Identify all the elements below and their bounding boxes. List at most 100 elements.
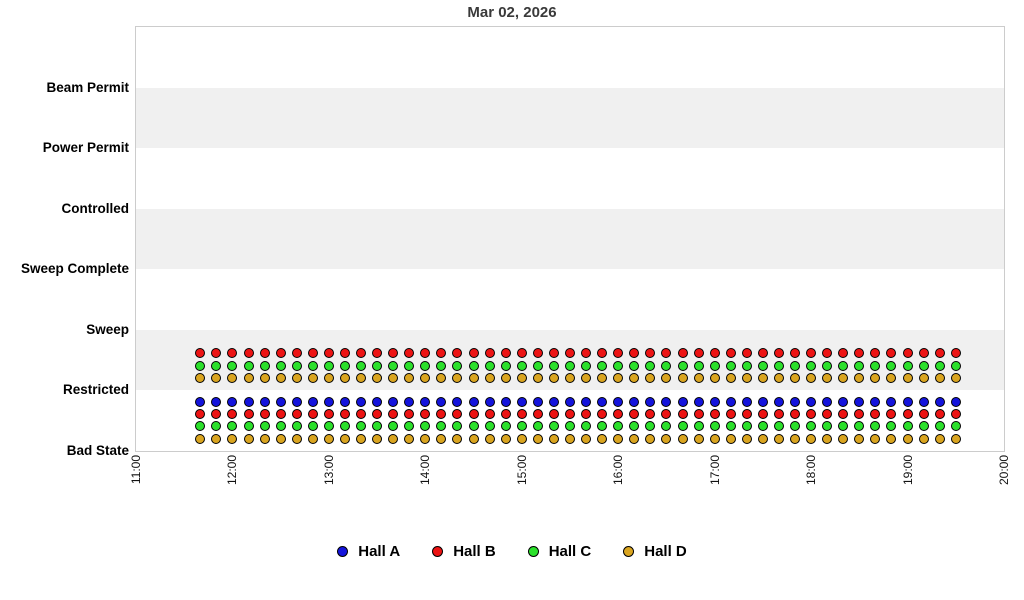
- legend-item: Hall B: [432, 543, 496, 560]
- data-point: [243, 408, 254, 419]
- data-point: [822, 373, 833, 384]
- data-point: [950, 433, 961, 444]
- data-point: [275, 360, 286, 371]
- data-point: [806, 373, 817, 384]
- data-point: [934, 360, 945, 371]
- data-point: [468, 408, 479, 419]
- data-point: [886, 373, 897, 384]
- data-point: [918, 408, 929, 419]
- data-point: [629, 421, 640, 432]
- data-point: [918, 348, 929, 359]
- data-point: [854, 396, 865, 407]
- y-axis-label: Controlled: [61, 200, 130, 216]
- legend-label: Hall A: [358, 543, 401, 560]
- data-point: [645, 360, 656, 371]
- data-point: [211, 408, 222, 419]
- data-point: [806, 421, 817, 432]
- x-axis-tick-label: 12:00: [225, 455, 240, 486]
- data-point: [452, 348, 463, 359]
- data-point: [822, 408, 833, 419]
- data-point: [404, 396, 415, 407]
- data-point: [291, 396, 302, 407]
- data-point: [581, 421, 592, 432]
- data-point: [339, 433, 350, 444]
- data-point: [709, 433, 720, 444]
- data-point: [838, 360, 849, 371]
- data-point: [227, 421, 238, 432]
- data-point: [291, 408, 302, 419]
- plot-inner: [136, 27, 1004, 451]
- data-point: [613, 373, 624, 384]
- data-point: [388, 348, 399, 359]
- data-point: [613, 421, 624, 432]
- data-point: [516, 421, 527, 432]
- data-point: [902, 360, 913, 371]
- data-point: [211, 373, 222, 384]
- data-point: [886, 348, 897, 359]
- data-point: [468, 360, 479, 371]
- data-point: [372, 348, 383, 359]
- data-point: [500, 421, 511, 432]
- data-point: [629, 408, 640, 419]
- data-point: [404, 360, 415, 371]
- data-point: [693, 433, 704, 444]
- data-point: [773, 408, 784, 419]
- data-point: [532, 373, 543, 384]
- data-point: [323, 433, 334, 444]
- data-point: [709, 396, 720, 407]
- data-point: [291, 433, 302, 444]
- data-point: [356, 421, 367, 432]
- legend-item: Hall C: [527, 543, 591, 560]
- data-point: [548, 373, 559, 384]
- data-point: [372, 421, 383, 432]
- data-point: [500, 373, 511, 384]
- data-point: [356, 348, 367, 359]
- data-point: [500, 396, 511, 407]
- data-point: [468, 396, 479, 407]
- data-point: [854, 348, 865, 359]
- data-point: [773, 360, 784, 371]
- data-point: [950, 348, 961, 359]
- data-point: [565, 396, 575, 407]
- data-point: [420, 360, 431, 371]
- data-point: [452, 421, 463, 432]
- data-point: [773, 421, 784, 432]
- data-point: [725, 348, 736, 359]
- data-point: [838, 433, 849, 444]
- data-point: [918, 421, 929, 432]
- data-point: [404, 433, 415, 444]
- data-point: [243, 373, 254, 384]
- data-point: [773, 373, 784, 384]
- data-point: [838, 396, 849, 407]
- data-point: [532, 396, 543, 407]
- data-point: [275, 408, 286, 419]
- data-point: [741, 396, 752, 407]
- legend-marker-icon: [527, 546, 539, 557]
- data-point: [356, 396, 367, 407]
- data-point: [404, 373, 415, 384]
- data-point: [404, 348, 415, 359]
- data-point: [516, 433, 527, 444]
- data-point: [757, 408, 768, 419]
- data-point: [902, 433, 913, 444]
- data-point: [677, 373, 688, 384]
- data-point: [259, 373, 270, 384]
- data-point: [790, 421, 801, 432]
- data-point: [565, 348, 575, 359]
- data-point: [388, 360, 399, 371]
- data-point: [323, 360, 334, 371]
- data-point: [372, 408, 383, 419]
- data-point: [548, 348, 559, 359]
- data-point: [388, 421, 399, 432]
- data-point: [372, 396, 383, 407]
- data-point: [420, 348, 431, 359]
- data-point: [870, 360, 881, 371]
- data-point: [854, 360, 865, 371]
- data-point: [693, 360, 704, 371]
- data-point: [757, 396, 768, 407]
- data-point: [870, 408, 881, 419]
- plot-band: [136, 269, 1004, 330]
- x-axis-tick-label: 13:00: [321, 455, 336, 486]
- data-point: [597, 396, 608, 407]
- data-point: [709, 348, 720, 359]
